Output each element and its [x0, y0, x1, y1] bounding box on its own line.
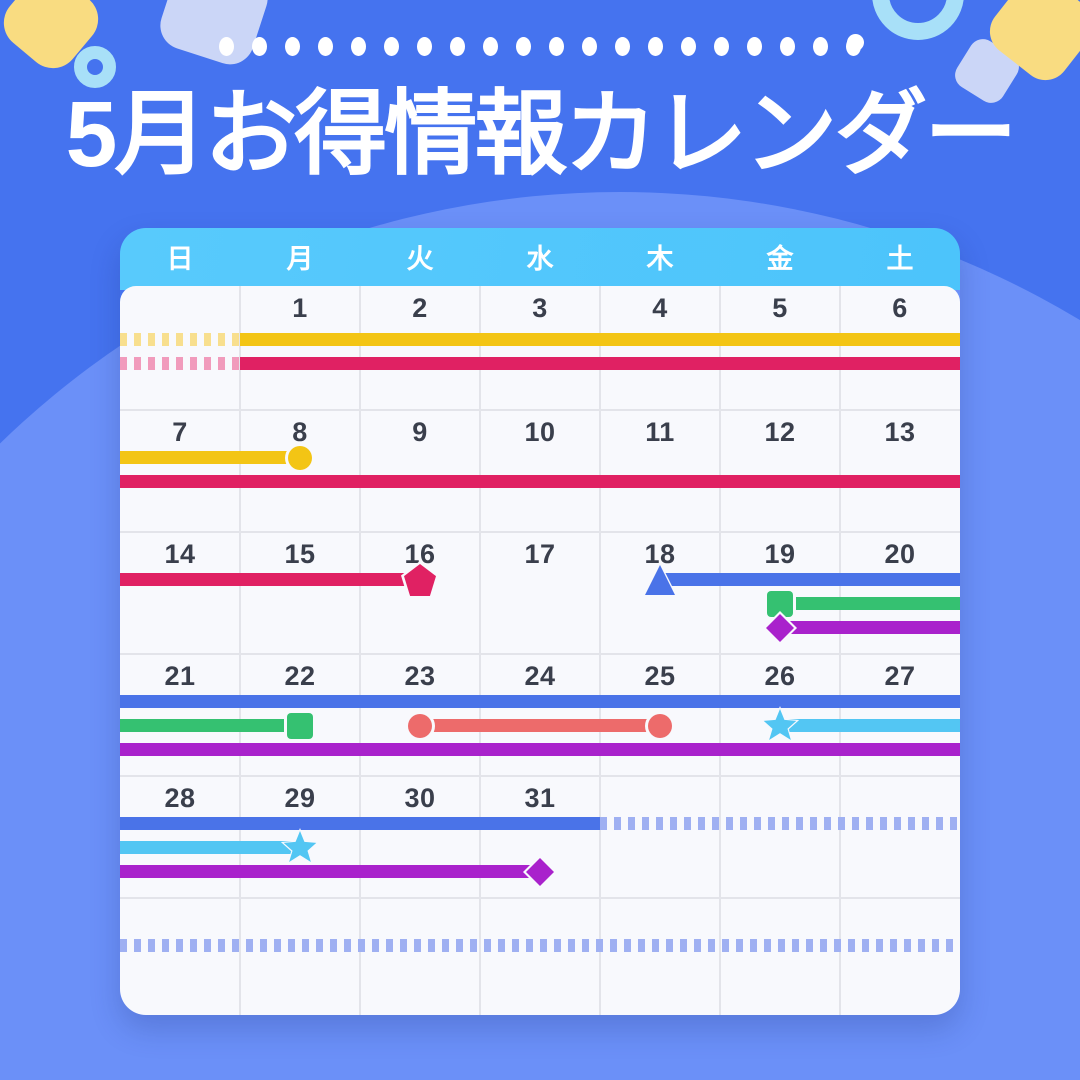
day-number: 9 [360, 417, 480, 448]
divider-dot [846, 37, 861, 56]
day-number: 22 [240, 661, 360, 692]
calendar-body: 1234567891011121314151617181920212223242… [120, 286, 960, 1015]
campaign-bar-pink-dashed [120, 357, 240, 370]
grid-vline [599, 286, 601, 1015]
campaign-bar-purple [780, 621, 960, 634]
divider-dot [384, 37, 399, 56]
campaign-bar-cyan [120, 841, 300, 854]
divider-dot [417, 37, 432, 56]
day-number: 2 [360, 293, 480, 324]
campaign-bar-blue [120, 817, 600, 830]
day-number: 10 [480, 417, 600, 448]
divider-dot [813, 37, 828, 56]
day-number: 5 [720, 293, 840, 324]
calendar-card: 日月火水木金土 12345678910111213141516171819202… [120, 228, 960, 1015]
campaign-bar-pink [240, 357, 960, 370]
circle-marker [645, 711, 675, 741]
day-number: 26 [720, 661, 840, 692]
square-marker [284, 710, 316, 742]
grid-hline [120, 531, 960, 533]
weekday-label: 日 [120, 237, 240, 282]
divider-dot [615, 37, 630, 56]
divider-dot [780, 37, 795, 56]
day-number: 21 [120, 661, 240, 692]
campaign-bar-blue [660, 573, 960, 586]
day-number: 31 [480, 783, 600, 814]
campaign-bar-yellow [240, 333, 960, 346]
grid-hline [120, 897, 960, 899]
weekday-label: 水 [480, 237, 600, 282]
campaign-bar-green [780, 597, 960, 610]
grid-hline [120, 775, 960, 777]
confetti-ring-icon [872, 0, 964, 40]
divider-dot [318, 37, 333, 56]
divider-dot [483, 37, 498, 56]
day-number: 15 [240, 539, 360, 570]
grid-hline [120, 653, 960, 655]
divider-dot [681, 37, 696, 56]
day-number: 24 [480, 661, 600, 692]
day-number: 28 [120, 783, 240, 814]
day-number: 3 [480, 293, 600, 324]
day-number: 20 [840, 539, 960, 570]
weekday-label: 土 [840, 237, 960, 282]
campaign-bar-purple [120, 865, 540, 878]
campaign-bar-yellow-dashed [120, 333, 240, 346]
dots-divider [0, 37, 1080, 56]
grid-vline [239, 286, 241, 1015]
day-number: 14 [120, 539, 240, 570]
day-number: 11 [600, 417, 720, 448]
day-number: 27 [840, 661, 960, 692]
divider-dot [516, 37, 531, 56]
campaign-bar-green [120, 719, 300, 732]
divider-dot [747, 37, 762, 56]
day-number: 4 [600, 293, 720, 324]
diamond-marker [523, 855, 557, 889]
divider-dot [714, 37, 729, 56]
grid-vline [839, 286, 841, 1015]
grid-vline [479, 286, 481, 1015]
day-number: 13 [840, 417, 960, 448]
day-number: 17 [480, 539, 600, 570]
circle-marker [285, 443, 315, 473]
day-number: 30 [360, 783, 480, 814]
campaign-bar-blue-dashed [120, 939, 960, 952]
campaign-bar-blue [120, 695, 960, 708]
campaign-bar-purple [120, 743, 960, 756]
campaign-bar-pink [120, 475, 960, 488]
grid-vline [719, 286, 721, 1015]
divider-dot [648, 37, 663, 56]
day-number: 6 [840, 293, 960, 324]
divider-dot [450, 37, 465, 56]
day-number: 25 [600, 661, 720, 692]
circle-marker [405, 711, 435, 741]
day-number: 23 [360, 661, 480, 692]
campaign-bar-cyan [780, 719, 960, 732]
divider-dot [351, 37, 366, 56]
campaign-bar-salmon [420, 719, 660, 732]
page-title: 5月お得情報カレンダー [0, 86, 1080, 184]
weekday-label: 火 [360, 237, 480, 282]
grid-hline [120, 409, 960, 411]
divider-dot [582, 37, 597, 56]
campaign-bar-blue-dashed [600, 817, 960, 830]
day-number: 12 [720, 417, 840, 448]
divider-dot [549, 37, 564, 56]
day-number: 19 [720, 539, 840, 570]
divider-dot [285, 37, 300, 56]
infographic-page: 5月お得情報カレンダー 日月火水木金土 12345678910111213141… [0, 0, 1080, 1080]
divider-dot [252, 37, 267, 56]
day-number: 29 [240, 783, 360, 814]
day-number: 7 [120, 417, 240, 448]
weekday-label: 月 [240, 237, 360, 282]
day-number: 1 [240, 293, 360, 324]
weekday-label: 木 [600, 237, 720, 282]
grid-vline [359, 286, 361, 1015]
campaign-bar-yellow [120, 451, 300, 464]
weekday-label: 金 [720, 237, 840, 282]
confetti-lavender-rect-icon [154, 0, 274, 71]
calendar-header: 日月火水木金土 [120, 228, 960, 290]
divider-dot [219, 37, 234, 56]
campaign-bar-pink [120, 573, 420, 586]
